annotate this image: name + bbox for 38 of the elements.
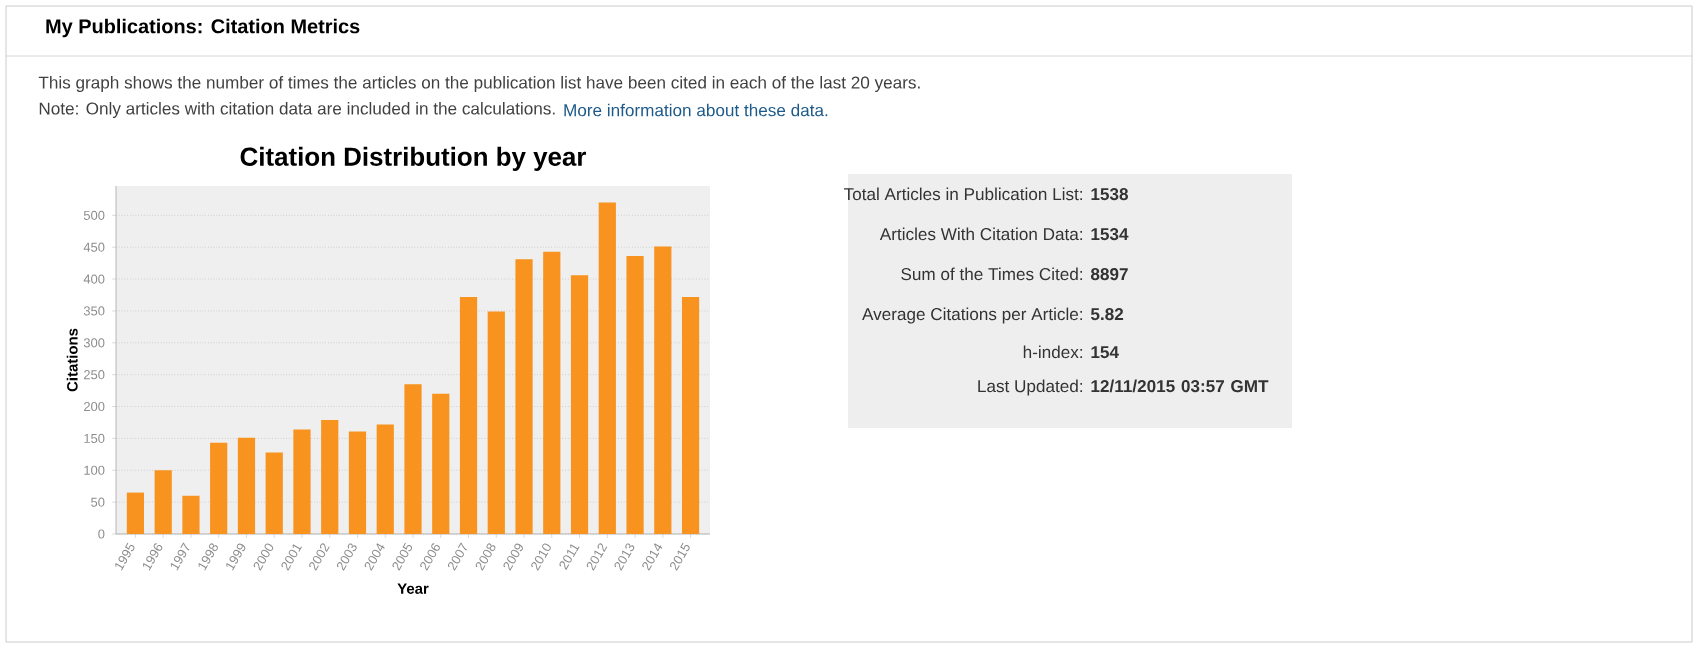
bar [570,275,589,535]
bar [626,256,644,535]
text: Last Updated: [978,379,1083,396]
text: 1538 [1091,188,1128,201]
bar [126,492,145,535]
bar [182,495,200,535]
bar [598,202,616,535]
text: 8897 [1090,268,1128,281]
bar [681,296,700,535]
text: Articles With Citation Data: [879,227,1083,241]
bar [265,452,283,535]
text: Total Articles in Publication List: [843,187,1082,201]
text: This graph shows the number of times the articles on the publication list have been cited in each of the last 20 years. [38,76,920,92]
text: Average Citations per Article: [862,307,1082,324]
text: 1534 [1091,228,1129,241]
bar [237,437,256,535]
text: h-index: [1023,345,1083,359]
bar [321,419,339,535]
text: More information about these data. [564,103,828,117]
text: Sum of the Times Cited: [901,267,1083,281]
bar [348,431,367,535]
bar [487,311,505,535]
text: 154 [1091,346,1119,359]
bar [515,259,533,535]
bar [459,296,478,535]
bar [404,384,422,535]
bar [376,424,394,535]
bar [154,470,172,535]
text: 12/11/2015 03:57 GMT [1091,379,1269,393]
bar [543,251,561,535]
bar [654,246,672,535]
chart-title: Citation Distribution by year [240,146,587,172]
text: Note: Only articles with citation data are included in the calculations. [39,102,555,118]
text: My Publications: Citation Metrics [46,18,360,38]
bar [432,393,450,535]
bar [293,429,311,535]
bar [210,442,228,535]
text: 5.82 [1090,308,1124,321]
